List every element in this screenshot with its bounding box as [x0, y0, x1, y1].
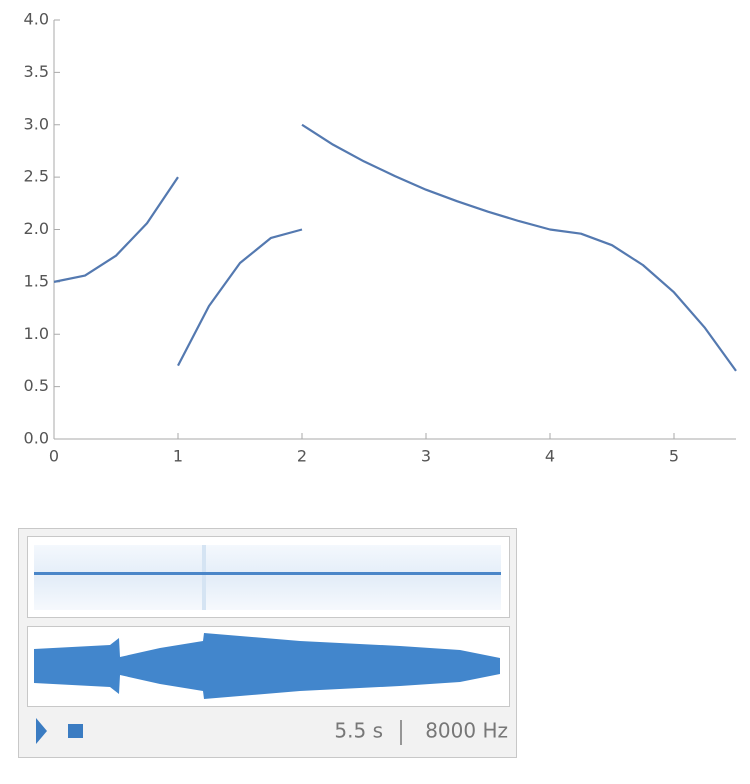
- y-tick-label: 0.5: [24, 376, 49, 395]
- y-tick-label: 2.0: [24, 219, 49, 238]
- y-tick-label: 1.0: [24, 324, 49, 343]
- y-tick-label: 4.0: [24, 10, 49, 29]
- stop-button[interactable]: [68, 724, 83, 738]
- spectrogram-edge: [202, 545, 206, 610]
- x-tick-label: 3: [421, 447, 431, 466]
- y-tick-label: 3.0: [24, 114, 49, 133]
- spectrogram: [34, 545, 501, 610]
- y-tick-label: 3.5: [24, 62, 49, 81]
- spectrogram-line: [34, 572, 501, 575]
- x-tick-label: 2: [297, 447, 307, 466]
- play-button[interactable]: [36, 718, 47, 744]
- sample-rate: 8000 Hz: [425, 719, 508, 743]
- sound-widget: 5.5 s 8000 Hz: [18, 528, 517, 758]
- y-tick-label: 0.0: [24, 429, 49, 448]
- y-tick-label: 2.5: [24, 167, 49, 186]
- x-tick-label: 1: [173, 447, 183, 466]
- waveform: [34, 633, 500, 699]
- y-tick-label: 1.5: [24, 271, 49, 290]
- x-tick-label: 5: [669, 447, 679, 466]
- duration: 5.5 s: [334, 719, 383, 743]
- x-tick-label: 0: [49, 447, 59, 466]
- plot: 0.0 0.5 1.0 1.5 2.0 2.5 3.0 3.5 4.0 0 1 2 3 4 5: [24, 10, 737, 466]
- line-series: [53, 123, 737, 372]
- x-tick-label: 4: [545, 447, 555, 466]
